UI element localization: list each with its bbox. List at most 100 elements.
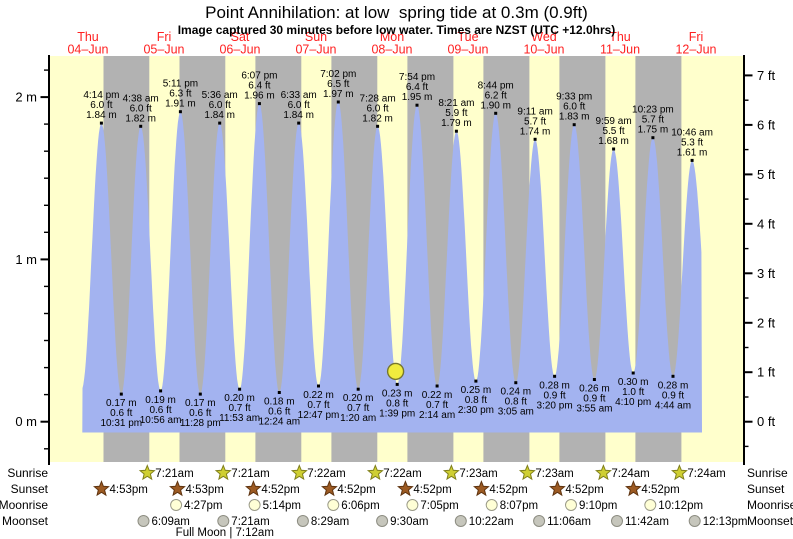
high-tide-annotation: 7:28 am6.0 ft1.82 m (360, 93, 396, 128)
tide-point-dot (238, 387, 242, 391)
day-date: 09–Jun (447, 43, 488, 57)
tide-annotation-line: 4:38 am (123, 93, 159, 104)
sunset-time: 4:53pm (110, 484, 148, 496)
tide-point-dot (572, 123, 576, 127)
left-axis-tick-label: 0 m (15, 414, 37, 429)
tide-annotation-line: 10:31 pm (100, 418, 142, 429)
tide-annotation-line: 1.61 m (677, 147, 708, 158)
right-axis-tick-label: 3 ft (757, 266, 775, 281)
tide-point-dot (395, 382, 399, 386)
sunset-icon (321, 480, 338, 497)
tide-point-dot (612, 147, 616, 151)
tide-annotation-line: 5:11 pm (163, 79, 198, 90)
moonrise-icon (170, 499, 183, 511)
moonset-time: 11:06am (547, 516, 591, 528)
sunrise-time: 7:23am (535, 468, 573, 480)
tide-annotation-line: 4:14 pm (83, 90, 119, 101)
high-tide-annotation: 6:33 am6.0 ft1.84 m (281, 90, 317, 125)
tide-point-dot (139, 124, 143, 128)
high-tide-annotation: 6:07 pm6.4 ft1.96 m (241, 71, 277, 106)
moonrise-row: Moonrise Moonrise 4:27pm 5:14pm 6:06pm 7:05pm… (0, 498, 793, 512)
sunset-icon (93, 480, 110, 497)
tide-annotation-line: 5.3 ft (681, 137, 703, 148)
tide-point-dot (317, 384, 320, 388)
sunset-icon (397, 480, 414, 497)
day-date: 12–Jun (675, 43, 716, 57)
moonset-time: 6:09am (152, 516, 190, 528)
moonset-icon (376, 515, 389, 527)
tide-annotation-line: 12:47 pm (298, 410, 340, 421)
tide-annotation-line: 6.3 ft (169, 89, 191, 100)
moonrise-time: 8:07pm (500, 500, 538, 512)
moonrise-time: 7:05pm (420, 500, 458, 512)
tide-annotation-line: 9:59 am (596, 116, 632, 127)
moonrise-icon (248, 499, 261, 511)
tide-point-dot (454, 129, 458, 133)
tide-annotation-line: 0.6 ft (110, 408, 132, 419)
right-axis-tick-label: 4 ft (757, 216, 775, 231)
high-tide-annotation: 8:44 pm6.2 ft1.90 m (478, 80, 514, 115)
tide-annotation-line: 1.91 m (165, 99, 196, 110)
high-tide-annotation: 8:21 am5.9 ft1.79 m (438, 98, 474, 133)
tide-point-dot (533, 137, 537, 141)
tide-annotation-line: 3:20 pm (537, 400, 573, 411)
sunrise-time: 7:22am (383, 468, 421, 480)
right-axis-tick-label: 5 ft (757, 167, 775, 182)
tide-annotation-line: 6.5 ft (327, 79, 349, 90)
sunset-time: 4:52pm (337, 484, 375, 496)
high-tide-annotation: 5:36 am6.0 ft1.84 m (202, 90, 238, 125)
day-date: 07–Jun (295, 43, 336, 57)
moonset-icon (137, 515, 150, 527)
low-tide-annotation: 0.20 m0.7 ft1:20 am (340, 387, 376, 424)
high-tide-annotation: 7:02 pm6.5 ft1.97 m (320, 69, 356, 104)
sunset-time: 4:52pm (641, 484, 679, 496)
moonrise-icon (406, 499, 419, 511)
tide-point-dot (376, 124, 380, 128)
tide-annotation-line: 0.20 m (343, 393, 374, 404)
high-tide-annotation: 10:23 pm5.7 ft1.75 m (632, 105, 674, 140)
capture-time-marker (386, 362, 405, 381)
tide-annotation-line: 1.97 m (323, 89, 354, 100)
day-date: 06–Jun (219, 43, 260, 57)
tide-annotation-line: 0.17 m (185, 398, 216, 409)
tide-annotation-line: 1.90 m (480, 100, 511, 111)
tide-annotation-line: 10:46 am (671, 127, 713, 138)
sunset-time: 4:53pm (186, 484, 224, 496)
tide-annotation-line: 6.0 ft (209, 100, 231, 111)
day-name: Fri (689, 30, 704, 44)
tide-point-dot (198, 392, 202, 396)
day-date: 10–Jun (523, 43, 564, 57)
moonset-row-label-left: Moonset (2, 514, 49, 528)
tide-annotation-line: 0.7 ft (347, 403, 369, 414)
tide-annotation-line: 11:28 pm (180, 418, 221, 429)
day-date: 11–Jun (600, 43, 640, 57)
tide-annotation-line: 0.9 ft (583, 394, 605, 405)
chart-subtitle: Image captured 30 minutes before low wat… (177, 23, 616, 37)
low-tide-annotation: 0.25 m0.8 ft2:30 pm (458, 379, 494, 416)
tide-annotation-line: 0.7 ft (426, 400, 448, 411)
tide-point-dot (514, 381, 518, 385)
tide-point-dot (277, 391, 281, 394)
low-tide-annotation: 0.26 m0.9 ft3:55 am (576, 378, 612, 415)
tide-annotation-line: 0.24 m (501, 387, 532, 398)
tide-annotation-line: 0.6 ft (189, 408, 211, 419)
high-tide-annotation: 4:14 pm6.0 ft1.84 m (83, 90, 119, 125)
day-name: Tue (457, 30, 478, 44)
tide-annotation-line: 0.18 m (264, 397, 295, 408)
moonrise-icon (644, 499, 657, 511)
tide-annotation-line: 6.4 ft (248, 81, 270, 92)
tide-annotation-line: 7:54 pm (399, 72, 435, 83)
tide-annotation-line: 1.82 m (362, 113, 393, 124)
tide-point-dot (119, 392, 123, 396)
moonset-icon (688, 515, 701, 527)
tide-annotation-line: 1.0 ft (622, 387, 644, 398)
tide-annotation-line: 0.19 m (145, 395, 176, 406)
